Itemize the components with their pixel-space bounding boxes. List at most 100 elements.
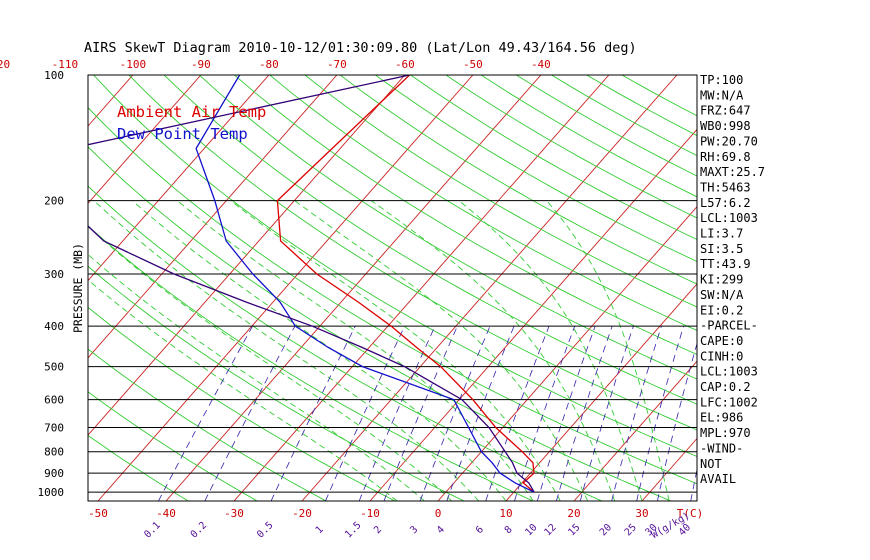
mixing-ratio-tick-label: 25	[623, 522, 639, 538]
dry-adiabat-line	[128, 75, 697, 431]
top-temp-tick-label: -80	[259, 58, 279, 71]
mixing-ratio-line	[358, 326, 436, 501]
plot-frame	[87, 74, 698, 502]
mixing-ratio-line	[158, 326, 253, 501]
pressure-tick-label: 600	[44, 394, 64, 407]
isotherm-line	[0, 75, 65, 501]
mixing-ratio-line	[446, 326, 515, 501]
mixing-ratio-line	[514, 326, 576, 501]
pressure-tick-label: 300	[44, 268, 64, 281]
mixing-ratio-line	[636, 326, 684, 501]
dry-adiabat-line	[88, 348, 327, 501]
isotherm-line	[505, 283, 697, 501]
isotherm-line	[301, 75, 678, 501]
mixing-ratio-tick-label: 20	[598, 522, 614, 538]
dry-adiabat-line	[304, 75, 697, 308]
isotherm-line	[437, 206, 697, 501]
isotherm-line	[88, 75, 406, 436]
mixing-ratio-line	[325, 326, 405, 501]
dry-adiabat-line	[88, 146, 672, 501]
index-item: TP:100	[700, 73, 743, 87]
mixing-ratio-line	[204, 326, 296, 501]
index-item: KI:299	[700, 273, 743, 287]
top-temp-tick-label: -120	[0, 58, 10, 71]
index-item: LCL:1003	[700, 365, 758, 379]
bottom-temp-tick-label: -30	[224, 507, 244, 520]
chart-title: AIRS SkewT Diagram 2010-10-12/01:30:09.8…	[84, 40, 637, 56]
pressure-tick-label: 400	[44, 320, 64, 333]
index-item: PW:20.70	[700, 134, 758, 148]
pressure-tick-label: 500	[44, 361, 64, 374]
pressure-tick-label: 200	[44, 195, 64, 208]
isotherm-line	[846, 75, 870, 501]
top-temp-tick-label: -40	[531, 58, 551, 71]
dry-adiabat-line	[480, 75, 697, 198]
dry-adiabat-line	[234, 75, 697, 356]
index-item: CAPE:0	[700, 334, 743, 348]
index-item: LI:3.7	[700, 227, 743, 241]
top-temp-tick-label: -110	[52, 58, 79, 71]
index-item: TH:5463	[700, 180, 751, 194]
index-item: LCL:1003	[700, 211, 758, 225]
isotherm-line	[88, 75, 270, 282]
dry-adiabat-line	[88, 434, 189, 501]
sounding-profiles	[88, 75, 535, 493]
legend-entry: Ambient Air Temp	[117, 103, 266, 121]
dry-adiabat-line	[88, 107, 697, 485]
index-item: EL:986	[700, 411, 743, 425]
bottom-temp-tick-label: 20	[567, 507, 580, 520]
ambient-air-temp-series-line	[276, 75, 535, 493]
moist-adiabat-line	[230, 200, 561, 501]
parcel-series-line	[88, 75, 535, 493]
pressure-tick-label: 900	[44, 467, 64, 480]
index-item: -PARCEL-	[700, 319, 758, 333]
moist-adiabat-line	[93, 200, 480, 501]
index-item: AVAIL	[700, 472, 736, 486]
bottom-temp-tick-label: 0	[435, 507, 442, 520]
top-temp-tick-label: -60	[395, 58, 415, 71]
index-item: RH:69.8	[700, 150, 751, 164]
index-item: CAP:0.2	[700, 380, 751, 394]
moist-adiabat-line	[88, 225, 452, 501]
moist-adiabat-line	[88, 279, 398, 501]
index-item: L57:6.2	[700, 196, 751, 210]
index-item: LFC:1002	[700, 395, 758, 409]
skewt-grid	[0, 75, 870, 501]
moist-adiabat-line	[546, 200, 670, 501]
moist-adiabat-line	[371, 200, 616, 501]
isotherm-line	[165, 75, 542, 501]
chart-legend: Ambient Air Temp Dew Point Temp	[117, 103, 266, 143]
moist-adiabat-line	[294, 200, 589, 501]
top-temp-tick-label: -100	[120, 58, 147, 71]
mixing-ratio-tick-label: 1	[314, 524, 326, 536]
moist-adiabat-line	[132, 200, 507, 501]
index-item: MAXT:25.7	[700, 165, 765, 179]
moist-adiabat-line	[177, 200, 534, 501]
bottom-temp-tick-label: 30	[635, 507, 648, 520]
dry-adiabat-line	[410, 75, 697, 241]
mixing-ratio-tick-label: 0.2	[189, 520, 210, 541]
isotherm-line	[97, 75, 474, 501]
index-item: SW:N/A	[700, 288, 744, 302]
mixing-ratio-line	[556, 326, 613, 501]
mixing-ratio-line	[579, 326, 634, 501]
index-item: NOT	[700, 457, 722, 471]
mixing-ratio-tick-label: 4	[435, 524, 447, 536]
dry-adiabat-line	[88, 225, 534, 501]
mixing-ratio-line	[270, 326, 356, 501]
mixing-ratio-tick-label: 2	[372, 524, 384, 536]
bottom-temp-tick-label: -50	[88, 507, 108, 520]
index-item: SI:3.5	[700, 242, 743, 256]
mixing-ratio-tick-label: 10	[523, 522, 539, 538]
index-item: CINH:0	[700, 349, 743, 363]
legend-entry: Dew Point Temp	[117, 125, 248, 143]
isotherm-line	[778, 75, 870, 501]
mixing-ratio-tick-label: 15	[566, 522, 582, 538]
y-axis-label: PRESSURE (MB)	[71, 243, 85, 333]
bottom-temp-tick-label: -20	[292, 507, 312, 520]
bottom-temp-tick-label: -10	[360, 507, 380, 520]
mixing-ratio-tick-label: 12	[542, 522, 558, 538]
index-item: WB0:998	[700, 119, 751, 133]
